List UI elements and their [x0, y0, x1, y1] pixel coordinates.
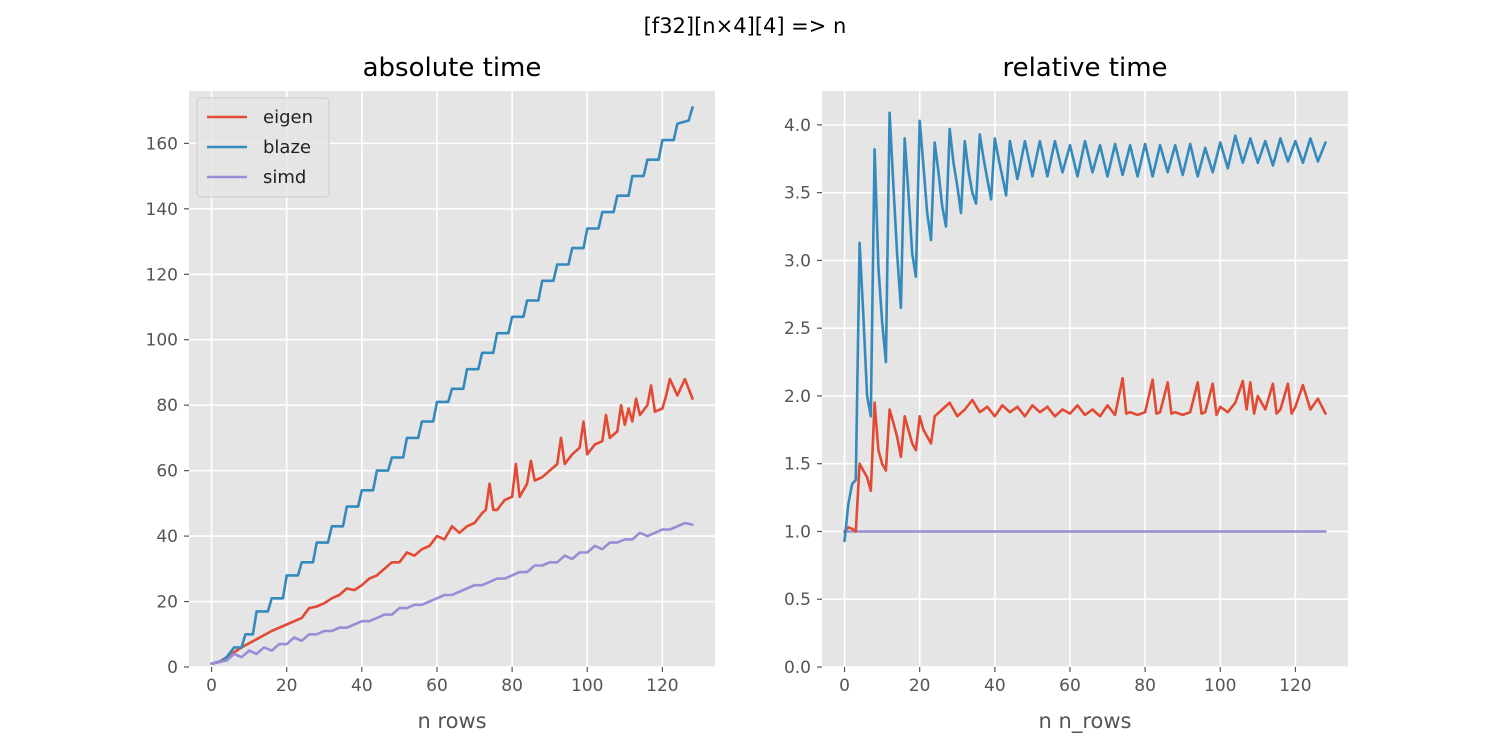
figure-suptitle: [f32][n×4][4] => n	[644, 14, 847, 38]
y-tick-label-absolute: 100	[146, 331, 178, 351]
x-tick-labels-absolute: 0 20 40 60 80 100 120	[206, 667, 679, 696]
x-tick-label-relative: 60	[1059, 676, 1081, 696]
y-tick-label-absolute: 60	[156, 462, 178, 482]
x-tick-label-relative: 80	[1134, 676, 1156, 696]
series-absolute	[210, 106, 694, 666]
x-axis-label-relative: n n_rows	[1039, 709, 1132, 734]
y-tick-label-absolute: 40	[156, 527, 178, 547]
series-line-blaze-relative	[843, 111, 1327, 543]
y-tick-label-absolute: 20	[156, 593, 178, 613]
chart-title-absolute: absolute time	[363, 53, 542, 83]
x-tick-label-relative: 100	[1204, 676, 1236, 696]
legend-label-simd: simd	[263, 167, 306, 188]
y-tick-labels-absolute: 0 20 40 60 80 100 120 140 160	[146, 134, 189, 678]
grid-absolute	[189, 91, 715, 668]
legend-label-blaze: blaze	[263, 137, 311, 158]
legend-box	[196, 97, 330, 198]
x-tick-label-absolute: 80	[501, 676, 523, 696]
y-tick-label-relative: 3.5	[784, 184, 811, 204]
series-line-simd-absolute	[210, 521, 694, 666]
y-tick-labels-relative: 0.0 0.5 1.0 1.5 2.0 2.5 3.0 3.5 4.0	[784, 116, 822, 678]
y-tick-label-relative: 1.5	[784, 455, 811, 475]
series-line-blaze-absolute	[210, 106, 694, 666]
grid-relative	[822, 91, 1348, 668]
series-line-eigen-absolute	[210, 377, 694, 666]
x-tick-label-absolute: 100	[571, 676, 603, 696]
y-tick-label-absolute: 160	[146, 134, 178, 154]
x-tick-label-relative: 40	[984, 676, 1006, 696]
y-tick-label-relative: 0.5	[784, 590, 811, 610]
x-tick-label-absolute: 120	[646, 676, 678, 696]
panel-relative-time: 0 20 40 60 80 100 120 0.0 0.5 1.0 1.5 2.0 2.5 3.0 3.5…	[784, 53, 1348, 734]
y-tick-label-relative: 2.5	[784, 319, 811, 339]
plot-area-relative	[822, 91, 1348, 667]
x-tick-label-absolute: 40	[351, 676, 373, 696]
x-axis-label-absolute: n rows	[417, 709, 486, 733]
y-tick-label-relative: 4.0	[784, 116, 811, 136]
series-relative	[843, 111, 1327, 543]
x-tick-label-absolute: 60	[426, 676, 448, 696]
y-tick-label-absolute: 120	[146, 265, 178, 285]
x-tick-label-relative: 120	[1279, 676, 1311, 696]
x-tick-label-relative: 0	[839, 676, 850, 696]
legend: eigen blaze simd	[196, 97, 330, 198]
y-tick-label-relative: 1.0	[784, 522, 811, 542]
chart-title-relative: relative time	[1002, 53, 1167, 83]
x-tick-label-relative: 20	[909, 676, 931, 696]
x-tick-label-absolute: 20	[276, 676, 298, 696]
x-tick-label-absolute: 0	[206, 676, 217, 696]
panel-absolute-time: 0 20 40 60 80 100 120 0 20 40 60 80 100 120 140 160 ab…	[146, 53, 715, 733]
y-tick-label-relative: 2.0	[784, 387, 811, 407]
y-tick-label-absolute: 140	[146, 200, 178, 220]
y-tick-label-relative: 3.0	[784, 251, 811, 271]
y-tick-label-absolute: 80	[156, 396, 178, 416]
series-line-eigen-relative	[843, 376, 1327, 533]
x-tick-labels-relative: 0 20 40 60 80 100 120	[839, 667, 1312, 696]
y-tick-label-absolute: 0	[167, 658, 178, 678]
legend-label-eigen: eigen	[263, 107, 313, 128]
y-tick-label-relative: 0.0	[784, 658, 811, 678]
